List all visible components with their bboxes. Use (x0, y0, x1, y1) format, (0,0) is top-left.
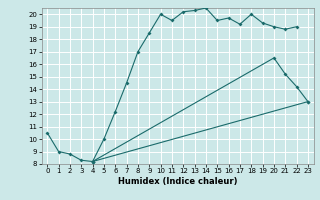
X-axis label: Humidex (Indice chaleur): Humidex (Indice chaleur) (118, 177, 237, 186)
